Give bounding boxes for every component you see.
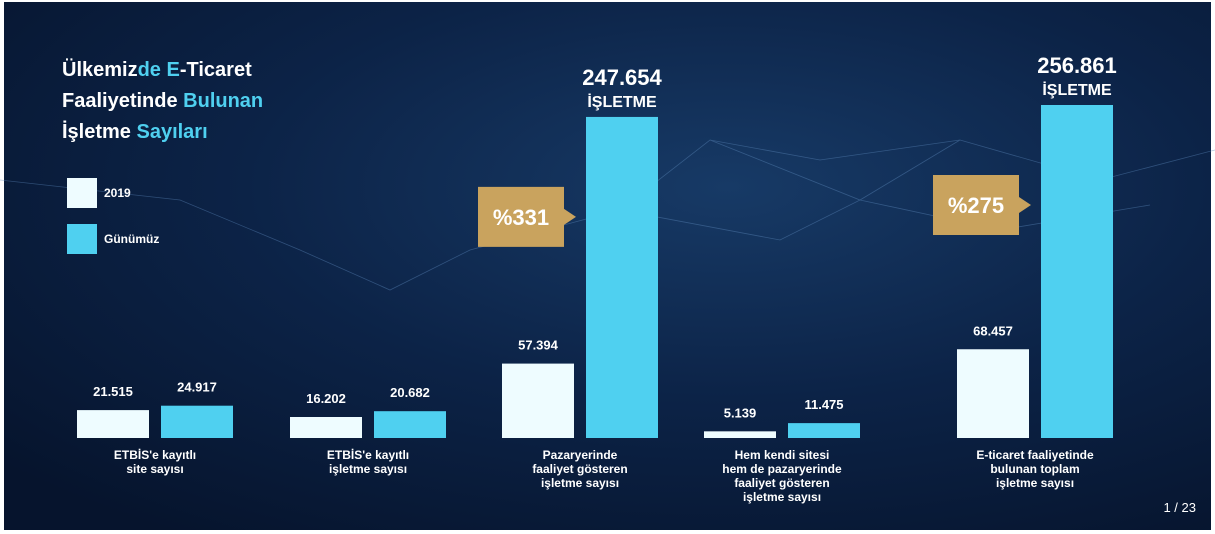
title-part: -Ticaret bbox=[180, 59, 252, 81]
bar bbox=[704, 431, 776, 438]
value-label: 24.917 bbox=[177, 380, 217, 395]
title-part: İşletme bbox=[62, 120, 136, 143]
x-tick-label: işletme sayısı bbox=[329, 462, 407, 476]
x-tick-label: faaliyet gösteren bbox=[734, 476, 829, 490]
x-tick-label: bulunan toplam bbox=[990, 462, 1079, 476]
title-part: Faaliyetinde bbox=[62, 90, 183, 112]
annotation-text: %331 bbox=[493, 205, 549, 230]
x-tick-label: site sayısı bbox=[126, 462, 183, 476]
value-label: 21.515 bbox=[93, 384, 133, 399]
bar bbox=[957, 349, 1029, 438]
value-label: 16.202 bbox=[306, 391, 346, 406]
annotation-box bbox=[933, 175, 1031, 235]
bar bbox=[374, 411, 446, 438]
legend-swatch bbox=[67, 178, 97, 208]
annotation-box bbox=[478, 186, 576, 247]
value-label: 68.457 bbox=[973, 323, 1013, 338]
value-label: 5.139 bbox=[724, 405, 757, 420]
bar bbox=[77, 410, 149, 438]
x-tick-label: işletme sayısı bbox=[996, 476, 1074, 490]
page-number: 1 / 23 bbox=[1163, 500, 1196, 515]
bar bbox=[586, 116, 658, 438]
x-tick-label: E-ticaret faaliyetinde bbox=[976, 448, 1094, 462]
bar bbox=[788, 423, 860, 438]
legend-swatch bbox=[67, 224, 97, 254]
unit-label: İŞLETME bbox=[1042, 81, 1112, 99]
title-part: de E bbox=[138, 59, 180, 81]
annotation-text: %275 bbox=[948, 193, 1004, 218]
legend-label: 2019 bbox=[104, 186, 131, 200]
chart-title: İşletme Sayıları bbox=[62, 120, 208, 143]
x-tick-label: Hem kendi sitesi bbox=[735, 448, 830, 462]
title-part: Bulunan bbox=[183, 90, 263, 112]
x-tick-label: ETBİS'e kayıtlı bbox=[114, 447, 196, 462]
x-tick-label: işletme sayısı bbox=[541, 476, 619, 490]
value-label: 11.475 bbox=[804, 397, 843, 412]
bar bbox=[290, 416, 362, 438]
bar bbox=[502, 363, 574, 438]
value-label: 247.654 bbox=[582, 65, 662, 90]
legend-label: Günümüz bbox=[104, 232, 159, 246]
x-tick-label: Pazaryerinde bbox=[543, 448, 618, 462]
title-part: Sayıları bbox=[136, 121, 207, 143]
value-label: 57.394 bbox=[518, 338, 559, 353]
title-part: Ülkemiz bbox=[62, 58, 138, 81]
bar bbox=[1041, 105, 1113, 438]
chart-title: Ülkemizde E-Ticaret bbox=[62, 58, 252, 81]
x-tick-label: ETBİS'e kayıtlı bbox=[327, 447, 409, 462]
bar bbox=[161, 405, 233, 438]
x-tick-label: işletme sayısı bbox=[743, 490, 821, 504]
x-tick-label: faaliyet gösteren bbox=[532, 462, 627, 476]
chart-title: Faaliyetinde Bulunan bbox=[62, 90, 263, 112]
value-label: 20.682 bbox=[390, 385, 430, 400]
unit-label: İŞLETME bbox=[587, 93, 657, 111]
value-label: 256.861 bbox=[1037, 53, 1117, 78]
x-tick-label: hem de pazaryerinde bbox=[722, 462, 842, 476]
